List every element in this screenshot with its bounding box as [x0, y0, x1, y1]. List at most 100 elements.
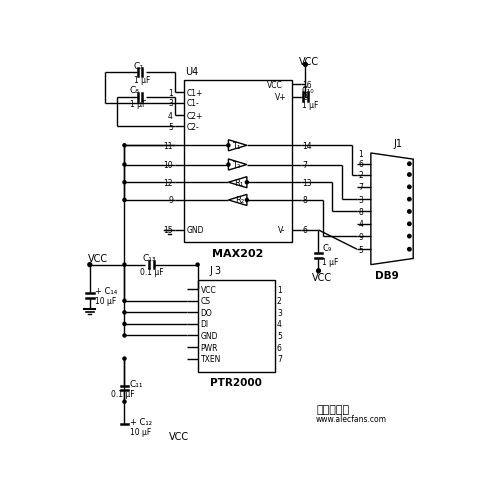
- Text: C₁₁: C₁₁: [130, 379, 143, 388]
- Circle shape: [408, 210, 411, 214]
- Text: VCC: VCC: [313, 272, 332, 282]
- Text: 11: 11: [164, 142, 173, 150]
- Text: MAX202: MAX202: [212, 248, 263, 258]
- Text: PTR2000: PTR2000: [210, 377, 262, 387]
- Circle shape: [304, 63, 307, 67]
- Circle shape: [123, 144, 126, 147]
- Text: + C₁₄: + C₁₄: [95, 287, 117, 296]
- Circle shape: [123, 181, 126, 184]
- Text: GND: GND: [187, 226, 204, 235]
- Text: 2: 2: [277, 297, 282, 306]
- Circle shape: [123, 400, 126, 403]
- Text: 6: 6: [302, 226, 307, 235]
- Text: 1 μF: 1 μF: [302, 101, 318, 110]
- Text: 9: 9: [168, 196, 173, 205]
- Text: 15: 15: [163, 226, 173, 235]
- Text: 0.1 μF: 0.1 μF: [110, 390, 134, 399]
- Circle shape: [408, 223, 411, 226]
- Text: VCC: VCC: [169, 432, 189, 442]
- Text: 16: 16: [302, 81, 312, 90]
- Circle shape: [408, 163, 411, 166]
- Text: TXEN: TXEN: [201, 354, 221, 363]
- Text: VCC: VCC: [267, 81, 282, 90]
- Circle shape: [123, 334, 126, 337]
- Circle shape: [123, 199, 126, 202]
- Circle shape: [408, 248, 411, 252]
- Text: J1: J1: [394, 138, 403, 148]
- Text: 3: 3: [358, 195, 363, 204]
- Bar: [184, 81, 291, 242]
- Text: 5: 5: [358, 245, 363, 254]
- Text: 5: 5: [277, 331, 282, 340]
- Text: 6: 6: [358, 160, 363, 169]
- Circle shape: [227, 164, 230, 167]
- Text: 1: 1: [168, 88, 173, 97]
- Text: CS: CS: [201, 297, 211, 306]
- Text: 7: 7: [302, 161, 307, 169]
- Text: C₉: C₉: [322, 244, 332, 252]
- Text: PWR: PWR: [201, 343, 218, 352]
- Text: C₁₀: C₁₀: [302, 85, 314, 95]
- Circle shape: [123, 300, 126, 303]
- Text: 2: 2: [302, 93, 307, 102]
- Text: 4: 4: [358, 220, 363, 229]
- Text: T₂: T₂: [232, 161, 240, 169]
- Text: 6: 6: [277, 343, 282, 352]
- Text: 4: 4: [168, 111, 173, 120]
- Text: C₇: C₇: [134, 61, 143, 71]
- Text: U4: U4: [185, 67, 199, 77]
- Text: 3: 3: [168, 99, 173, 108]
- Circle shape: [196, 264, 199, 266]
- Text: DI: DI: [201, 320, 209, 329]
- Text: 10: 10: [163, 161, 173, 169]
- Text: 14: 14: [302, 142, 312, 150]
- Circle shape: [408, 235, 411, 239]
- Text: 5: 5: [168, 122, 173, 131]
- Text: DB9: DB9: [375, 270, 398, 280]
- Circle shape: [246, 199, 248, 202]
- Text: C2-: C2-: [187, 122, 200, 131]
- Text: C1-: C1-: [187, 99, 200, 108]
- Text: C₈: C₈: [130, 86, 140, 95]
- Text: J 3: J 3: [209, 266, 221, 276]
- Bar: [198, 280, 275, 372]
- Text: www.alecfans.com: www.alecfans.com: [316, 414, 387, 423]
- Text: R₁: R₁: [235, 179, 244, 187]
- Circle shape: [227, 144, 230, 147]
- Circle shape: [123, 164, 126, 167]
- Text: 2: 2: [358, 171, 363, 180]
- Circle shape: [123, 311, 126, 314]
- Text: 1: 1: [277, 285, 282, 294]
- Text: 8: 8: [302, 196, 307, 205]
- Text: C₁₃: C₁₃: [142, 253, 156, 263]
- Text: 1: 1: [358, 150, 363, 159]
- Circle shape: [408, 198, 411, 202]
- Circle shape: [123, 323, 126, 326]
- Text: 1 μF: 1 μF: [134, 75, 150, 84]
- Text: VCC: VCC: [299, 57, 319, 66]
- Circle shape: [88, 263, 92, 267]
- Text: 9: 9: [358, 232, 363, 241]
- Text: + C₁₂: + C₁₂: [130, 417, 152, 426]
- Circle shape: [123, 264, 126, 266]
- Circle shape: [123, 357, 126, 360]
- Text: 电子发烧友: 电子发烧友: [317, 405, 350, 415]
- Circle shape: [408, 173, 411, 177]
- Circle shape: [317, 269, 320, 273]
- Text: 10 μF: 10 μF: [130, 427, 151, 436]
- Text: 1 μF: 1 μF: [322, 257, 339, 266]
- Text: R₂: R₂: [235, 196, 244, 205]
- Circle shape: [246, 181, 248, 184]
- Text: C1+: C1+: [187, 88, 203, 97]
- Text: 1 μF: 1 μF: [130, 100, 146, 109]
- Text: VCC: VCC: [88, 253, 108, 263]
- Text: 7: 7: [277, 354, 282, 363]
- Text: 8: 8: [358, 207, 363, 216]
- Text: T₁: T₁: [232, 142, 240, 150]
- Text: GND: GND: [201, 331, 218, 340]
- Text: VCC: VCC: [201, 285, 216, 294]
- Text: V-: V-: [278, 226, 285, 235]
- Text: 4: 4: [277, 320, 282, 329]
- Text: 7: 7: [358, 183, 363, 192]
- Circle shape: [165, 438, 169, 442]
